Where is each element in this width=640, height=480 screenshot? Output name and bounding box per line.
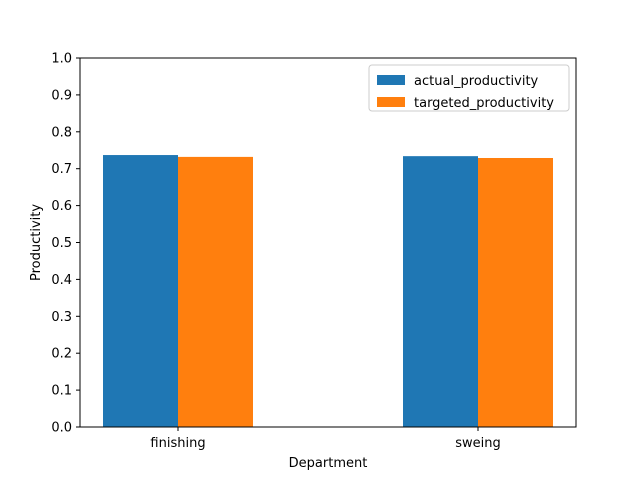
bars-group: [103, 155, 553, 428]
plot-frame: [79, 57, 577, 428]
y-tick-label: 0.1: [51, 384, 72, 399]
y-tick-label: 0.5: [51, 236, 72, 251]
y-tick-label: 0.2: [51, 347, 72, 362]
bar-actual_productivity-finishing: [103, 155, 178, 427]
y-tick-label: 0.8: [51, 125, 72, 140]
legend-swatch-actual_productivity: [377, 75, 405, 85]
y-tick-label: 0.0: [51, 421, 72, 436]
y-tick-label: 0.4: [51, 273, 72, 288]
legend-swatch-targeted_productivity: [377, 97, 405, 107]
y-axis-label: Productivity: [29, 204, 44, 281]
legend-label-targeted_productivity: targeted_productivity: [414, 96, 554, 111]
y-axis: 0.0 0.1 0.2 0.3 0.4 0.5 0.6 0.7 0.8 0.9 1.0: [51, 52, 80, 436]
x-axis-label: Department: [289, 456, 368, 471]
y-tick-label: 0.3: [51, 310, 72, 325]
x-axis: finishing sweing: [150, 427, 501, 451]
legend: actual_productivity targeted_productivity: [368, 64, 570, 112]
x-tick-label-finishing: finishing: [150, 436, 205, 451]
bar-targeted_productivity-finishing: [178, 156, 253, 427]
x-tick-label-sweing: sweing: [455, 436, 501, 451]
bar-actual_productivity-sweing: [403, 156, 478, 428]
y-tick-label: 1.0: [51, 52, 72, 67]
legend-box: [368, 64, 570, 112]
y-tick-label: 0.6: [51, 199, 72, 214]
bar-targeted_productivity-sweing: [478, 157, 553, 427]
legend-label-actual_productivity: actual_productivity: [414, 74, 539, 89]
y-tick-label: 0.9: [51, 88, 72, 103]
y-tick-label: 0.7: [51, 162, 72, 177]
